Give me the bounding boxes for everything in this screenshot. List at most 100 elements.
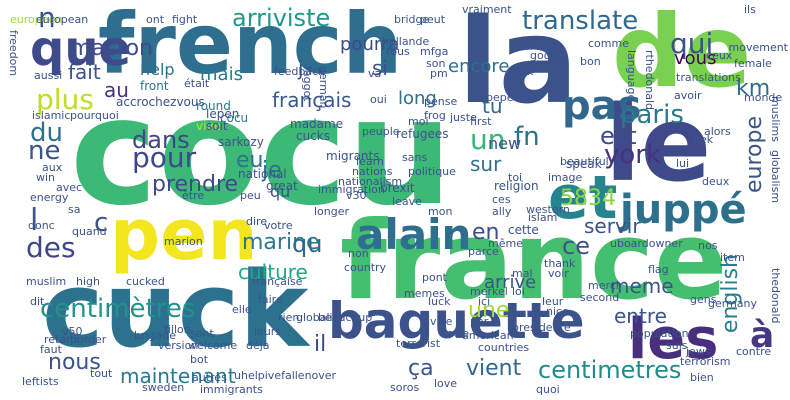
word-fn: fn — [514, 122, 540, 152]
word-ce: ce — [562, 232, 590, 260]
word-globalism: globalism — [769, 150, 782, 204]
word-cucks: cucks — [296, 129, 331, 143]
word-comme: comme — [588, 37, 629, 50]
word-votre: votre — [264, 219, 293, 232]
word-j: j — [298, 56, 304, 80]
word-monde: monde — [744, 91, 783, 104]
word-religion: religion — [494, 179, 539, 193]
word-female: female — [734, 57, 772, 70]
word-deja-accent: déjà — [246, 339, 270, 352]
word-avoir: avoir — [674, 89, 702, 102]
word-au: au — [104, 78, 129, 102]
word-tout: tout — [90, 367, 113, 380]
word-great: great — [266, 179, 298, 193]
word-madame: madame — [290, 117, 344, 131]
word-si: si — [372, 56, 388, 80]
word-les: les — [628, 307, 719, 372]
word-ceux: ceux — [706, 49, 733, 62]
word-bot: bot — [190, 353, 209, 366]
word-pm: pm — [430, 67, 448, 80]
word-km: km — [736, 76, 771, 101]
word-sweden: sweden — [142, 381, 185, 394]
word-ca: ça — [408, 356, 434, 381]
word-leurs: leurs — [254, 325, 282, 338]
word-terrorism: terrorism — [680, 355, 731, 368]
word-non: non — [348, 247, 369, 260]
word-retard: retard — [44, 333, 78, 346]
word-peu: peu — [240, 189, 261, 202]
word-arriviste: arriviste — [232, 4, 331, 32]
word-france: france — [340, 199, 728, 324]
word-ville: ville — [430, 315, 453, 328]
word-pen: pen — [110, 194, 258, 276]
word-autres: autres — [192, 371, 227, 384]
word-translate: translate — [522, 6, 639, 36]
word-servir: servir — [584, 214, 641, 238]
word-mal: mal — [512, 267, 533, 280]
word-juste: juste — [450, 111, 477, 124]
word-sarkozy: sarkozy — [218, 135, 264, 149]
word-pont: pont — [422, 271, 447, 284]
word-va: va — [368, 67, 382, 80]
word-pas: pas — [562, 83, 642, 129]
word-a: à — [750, 315, 775, 356]
word-ces: ces — [492, 193, 511, 206]
word-gens: gens — [690, 293, 717, 306]
word-vient: vient — [466, 356, 522, 381]
word-l: l — [30, 203, 39, 238]
word-quoi: quoi — [536, 383, 560, 396]
word-cocu-2: cocu — [220, 111, 249, 125]
word-dans: dans — [132, 126, 190, 154]
word-presidente: presidente — [512, 321, 571, 334]
word-nous: nous — [48, 350, 101, 375]
word-macron: macron — [70, 36, 153, 61]
word-thank: thank — [544, 257, 576, 270]
word-marine: marine — [242, 230, 320, 255]
word-western: western — [526, 203, 570, 216]
word-ici: ici — [478, 295, 491, 308]
word-muslims: muslims — [769, 96, 782, 142]
word-york: york — [604, 140, 662, 170]
word-longer: longer — [314, 205, 350, 218]
word-arrive: arrive — [484, 272, 537, 293]
word-islam: islam — [528, 211, 558, 224]
word-europeen: européen — [10, 13, 63, 26]
word-rthedonald: rthedonald — [643, 50, 656, 111]
word-memes: memes — [404, 287, 445, 300]
word-marion: marion — [164, 235, 203, 248]
word-eu: eu — [236, 148, 264, 173]
word-leave: leave — [392, 195, 422, 208]
word-english: english — [718, 254, 743, 334]
word-francais: français — [272, 88, 352, 112]
word-google: google — [530, 49, 568, 62]
word-countries: countries — [478, 341, 530, 354]
word-faire: faire — [258, 293, 283, 306]
word-sont: sont — [190, 327, 214, 340]
word-meme: meme — [610, 274, 674, 298]
word-encore: encore — [448, 56, 510, 77]
word-toi: toi — [508, 171, 523, 184]
word-population: population — [630, 327, 689, 340]
word-win: win — [36, 171, 56, 184]
word-faut: faut — [40, 343, 62, 356]
word-migrants: migrants — [326, 149, 380, 163]
word-pense: pense — [424, 95, 458, 108]
word-country: country — [344, 261, 387, 274]
word-de: de — [612, 0, 752, 110]
word-mais: mais — [200, 64, 243, 85]
word-peut: peut — [420, 13, 446, 26]
word-hollande: hollande — [382, 35, 430, 48]
word-prendre: prendre — [152, 172, 239, 197]
word-immigrants: immigrants — [200, 383, 263, 396]
word-tres: très — [516, 37, 538, 50]
word-etre: être — [182, 189, 205, 202]
word-pourra: pourra — [340, 34, 400, 55]
word-globalist: globalist — [296, 311, 343, 324]
word-et: et — [548, 163, 618, 233]
word-energy: energy — [30, 191, 69, 204]
word-new: new — [488, 134, 522, 153]
word-lui: lui — [676, 157, 690, 170]
word-refugees: refugees — [396, 127, 449, 141]
word-movement: movement — [728, 41, 789, 54]
